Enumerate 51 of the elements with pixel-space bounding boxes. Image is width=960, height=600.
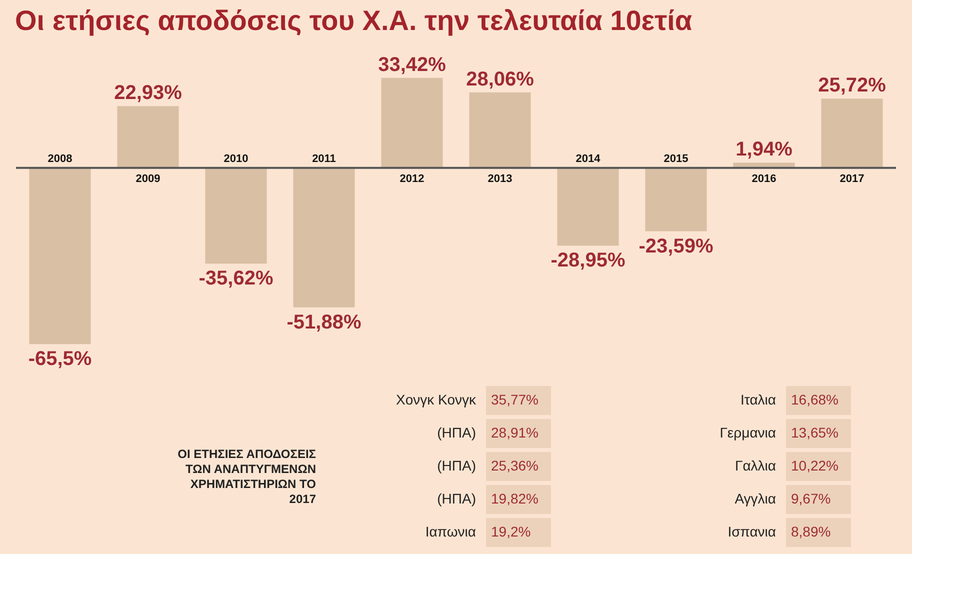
bar (293, 168, 355, 308)
x-tick-label: 2013 (488, 172, 512, 185)
data-label: 33,42% (378, 54, 446, 76)
data-label: 28,91% (491, 424, 538, 440)
data-label: 28,06% (466, 68, 534, 90)
bar (469, 92, 531, 168)
data-label: 10,22% (791, 458, 838, 474)
data-label: 25,36% (491, 458, 538, 474)
x-tick-label: 2017 (840, 172, 864, 185)
data-label: 8,89% (791, 524, 831, 540)
data-label: 22,93% (114, 82, 182, 104)
text: ΟΙ ΕΤΗΣΙΕΣ ΑΠΟΔΟΣΕΙΣ ΤΩΝ ΑΝΑΠΤΥΓΜΕΝΩΝ ΧΡΗΜΑΤΙΣΤΗΡΙΩΝ ΤΟ 2017 (178, 447, 316, 506)
x-tick-label: 2010 (224, 152, 248, 165)
bar (821, 98, 883, 168)
data-label: -65,5% (28, 348, 92, 370)
x-tick-label: 2012 (400, 172, 424, 185)
x-tick-label: 2016 (752, 172, 776, 185)
category-label: Γερμανια (720, 424, 776, 440)
data-label: 19,2% (491, 524, 531, 540)
data-label: 19,82% (491, 490, 538, 506)
bar (557, 168, 619, 246)
bar (117, 106, 179, 168)
category-label: (ΗΠΑ) (437, 490, 476, 506)
x-tick-label: 2011 (312, 152, 336, 165)
category-label: Αγγλια (734, 490, 776, 506)
x-tick-label: 2014 (576, 152, 602, 165)
x-tick-label: 2009 (136, 172, 160, 185)
x-tick-label: 2008 (48, 152, 72, 165)
category-label: Ισπανια (728, 524, 776, 540)
category-label: Ιταλια (740, 392, 776, 408)
data-label: 16,68% (791, 392, 838, 408)
category-label: Χονγκ Κονγκ (396, 392, 477, 408)
data-label: 9,67% (791, 490, 831, 506)
data-label: -23,59% (638, 235, 714, 258)
category-label: Ιαπωνια (425, 524, 476, 540)
bar (205, 168, 267, 264)
category-label: Γαλλια (734, 458, 776, 474)
data-label: 1,94% (736, 138, 793, 161)
data-label: 13,65% (791, 424, 838, 440)
bar (29, 168, 91, 344)
data-label: -35,62% (198, 268, 274, 290)
data-label: 25,72% (818, 74, 886, 97)
data-label: 35,77% (491, 392, 538, 408)
category-label: (ΗΠΑ) (437, 424, 476, 440)
chart-title: Οι ετήσιες αποδόσεις του Χ.Α. την τελευταία 10ετία (15, 5, 692, 36)
category-label: (ΗΠΑ) (437, 458, 476, 474)
x-tick-label: 2015 (664, 152, 688, 165)
bar (645, 168, 707, 232)
bar (381, 78, 443, 168)
data-label: -28,95% (550, 250, 626, 272)
data-label: -51,88% (286, 311, 362, 334)
